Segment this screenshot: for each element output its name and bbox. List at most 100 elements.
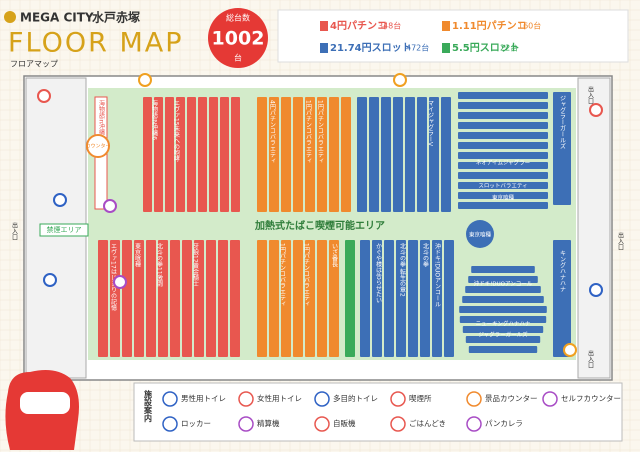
- machine-bank: [154, 97, 163, 212]
- logo: MEGA CITY: [20, 11, 94, 25]
- machine-bank: [329, 240, 339, 357]
- count-swatch: [442, 43, 450, 53]
- count-label: 1.11円パチンコ: [452, 20, 527, 32]
- machine-bank: [369, 97, 379, 212]
- legend-title: 施設案内: [143, 389, 153, 423]
- bank-label: 4円パチンコバラエティ: [269, 100, 276, 164]
- machine-bank: [465, 336, 541, 343]
- machine-bank: [459, 316, 547, 323]
- counts-box: [277, 9, 629, 63]
- legend-icon: [314, 416, 330, 432]
- island-label: ニューキングハナハナ: [476, 320, 531, 328]
- machine-bank: [458, 92, 548, 99]
- bank-label: 1円パチンコバラエティ: [279, 243, 286, 307]
- subtitle: フロアマップ: [10, 60, 58, 69]
- legend-icon: [238, 391, 254, 407]
- machine-bank: [381, 97, 391, 212]
- legend-icon: [542, 391, 558, 407]
- legend-icon: [162, 391, 178, 407]
- count-swatch: [320, 21, 328, 31]
- machine-bank: [458, 162, 548, 169]
- machine-bank: [198, 97, 207, 212]
- legend-icon: [238, 416, 254, 432]
- machine-bank: [305, 240, 315, 357]
- legend-box: [133, 382, 623, 442]
- facility-icon: [53, 193, 67, 207]
- machine-bank: [468, 346, 538, 353]
- facility-icon: [589, 283, 603, 297]
- machine-bank: [458, 182, 548, 189]
- bank-label: いざ番長: [331, 243, 338, 268]
- machine-bank: [143, 97, 152, 212]
- machine-bank: [182, 240, 192, 357]
- island-circle: [466, 220, 494, 248]
- island-label: 東京喰種: [492, 194, 515, 202]
- island-label: ジャグラーガールズ: [478, 331, 528, 339]
- bank-label: マイジャグラーV: [427, 100, 434, 147]
- machine-bank: [420, 240, 430, 357]
- entrance: 出入口: [587, 85, 594, 105]
- machine-bank: [384, 240, 394, 357]
- machine-bank: [209, 97, 218, 212]
- machine-bank: [458, 102, 548, 109]
- legend-item: 多目的トイレ: [333, 393, 378, 403]
- no-smoking-badge: [39, 223, 89, 237]
- machine-bank: [187, 97, 196, 212]
- island-label: スロットバラエティ: [478, 183, 527, 190]
- legend-icon: [466, 391, 482, 407]
- count-value: 160台: [518, 21, 541, 31]
- facility-icon: [393, 73, 407, 87]
- facility-icon: [563, 343, 577, 357]
- machine-bank: [458, 142, 548, 149]
- total-unit: 台: [234, 53, 242, 63]
- facility-icon: [43, 273, 57, 287]
- legend-icon: [390, 416, 406, 432]
- bank-label: 1円パチンコバラエティ: [303, 243, 310, 307]
- legend-item: 景品カウンター: [485, 394, 538, 403]
- machine-bank: [134, 240, 144, 357]
- bank-label: キングハナハナ: [559, 250, 566, 292]
- machine-bank: [122, 240, 132, 357]
- legend-item: 喫煙所: [409, 393, 432, 403]
- machine-bank: [393, 97, 403, 212]
- bank-label: かぐや様は告らせたい: [375, 243, 382, 303]
- facility-icon: [37, 89, 51, 103]
- counter-pin: [86, 134, 110, 158]
- machine-bank: [458, 152, 548, 159]
- bank-label: ジャグラーガールズ: [559, 95, 566, 149]
- legend-icon: [390, 391, 406, 407]
- facility-icon: [589, 103, 603, 117]
- count-swatch: [442, 21, 450, 31]
- bank-label: 北斗の拳 転生の章2: [399, 242, 406, 297]
- machine-bank: [417, 97, 427, 212]
- machine-bank: [146, 240, 156, 357]
- legend-icon: [314, 391, 330, 407]
- legend-item: ロッカー: [181, 419, 211, 428]
- mascot-face: [20, 392, 70, 414]
- count-label: 4円パチンコ: [330, 20, 387, 32]
- island-label: 東京喰種: [469, 231, 492, 239]
- machine-bank: [257, 97, 267, 212]
- machine-bank: [281, 97, 291, 212]
- machine-bank: [269, 97, 279, 212]
- machine-bank: [170, 240, 180, 357]
- count-value: 22台: [500, 43, 518, 53]
- machine-bank: [458, 122, 548, 129]
- bank-label: 北斗の拳: [422, 242, 429, 267]
- count-label: 5.5円スロット: [452, 42, 520, 54]
- machine-bank: [462, 296, 544, 303]
- machine-bank: [98, 240, 108, 357]
- machine-bank: [218, 240, 228, 357]
- machine-bank: [317, 240, 327, 357]
- bank-label: 海物語IN沖縄6: [151, 99, 158, 140]
- count-value: 348台: [378, 21, 401, 31]
- bank-label: 沖ドキ!DUOアンコール: [434, 242, 441, 307]
- machine-bank: [269, 240, 279, 357]
- machine-bank: [396, 240, 406, 357]
- machine-bank: [329, 97, 339, 212]
- machine-bank: [206, 240, 216, 357]
- machine-bank: [231, 97, 240, 212]
- machine-bank: [465, 286, 541, 293]
- machine-bank: [341, 97, 351, 212]
